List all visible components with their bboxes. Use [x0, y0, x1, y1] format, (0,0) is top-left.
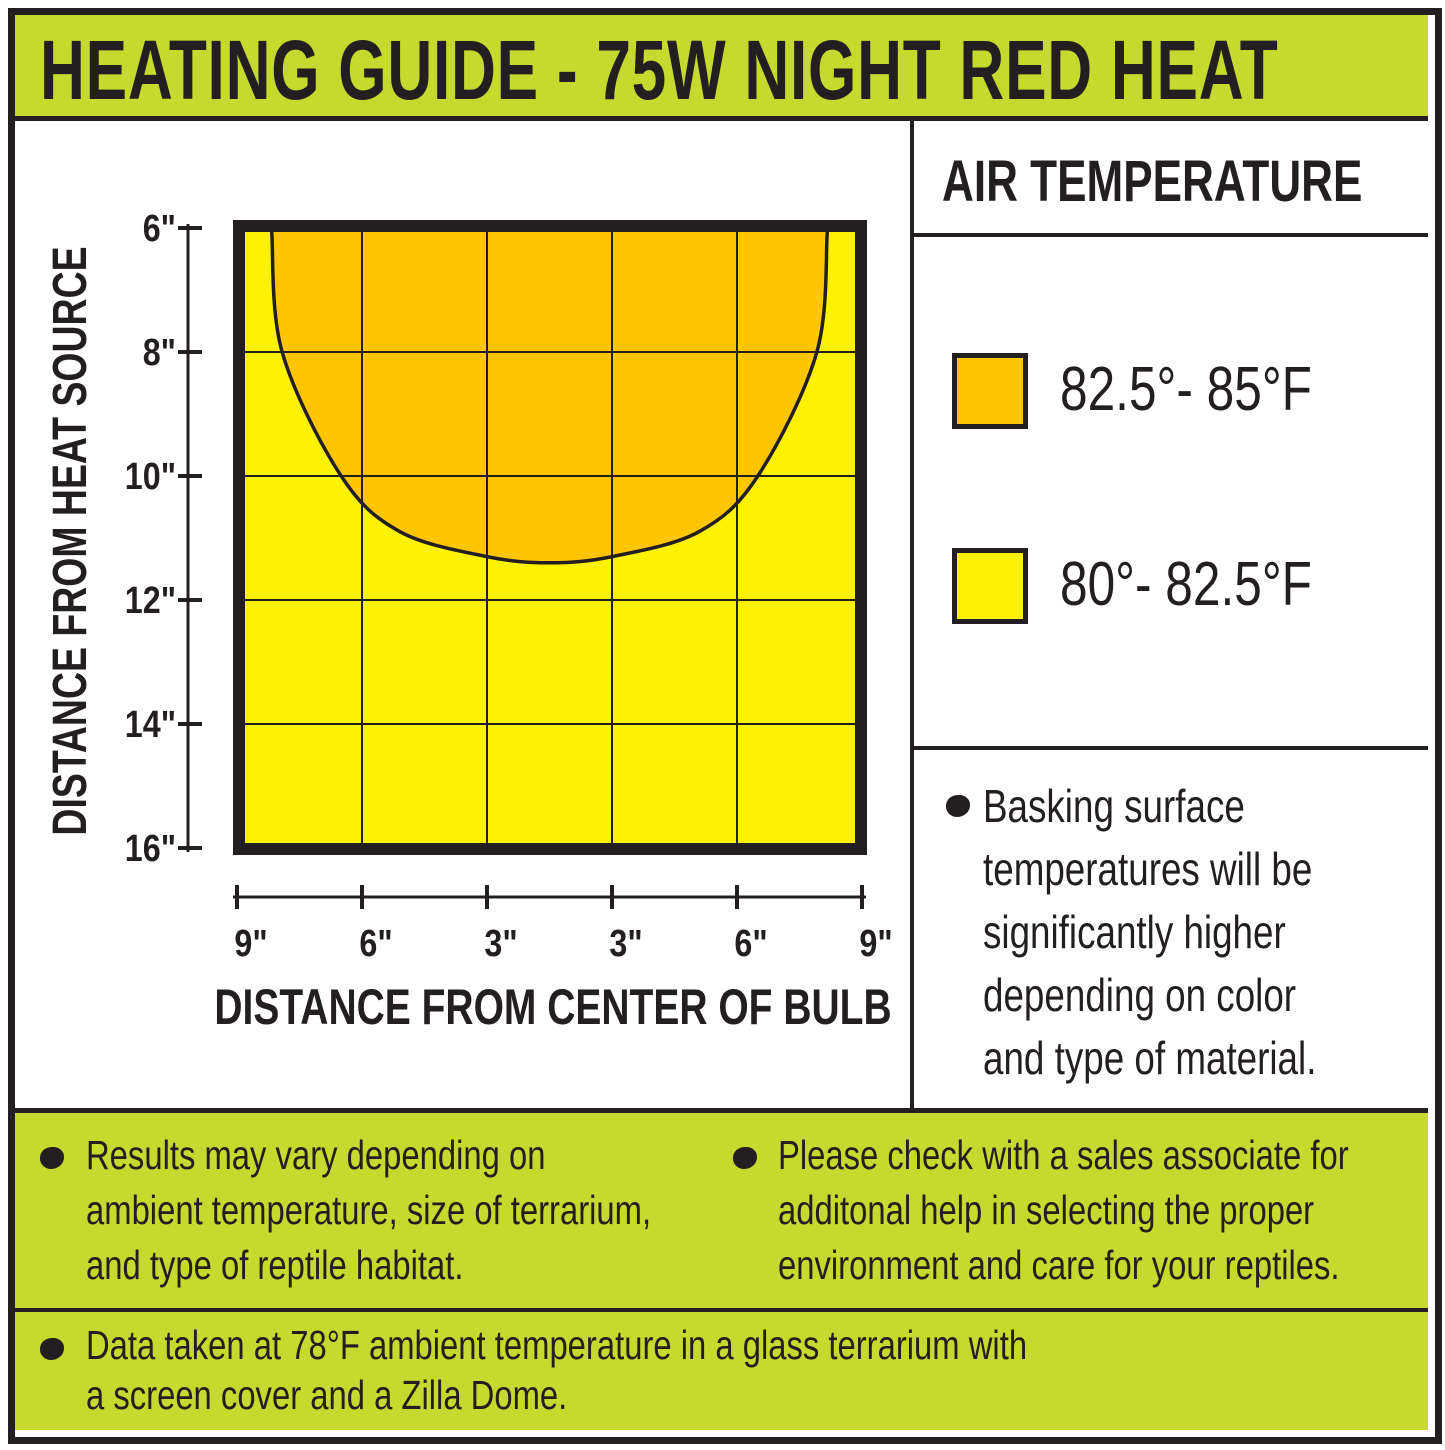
- bullet-icon: [40, 1147, 64, 1169]
- note-line: environment and care for your reptiles.: [778, 1242, 1340, 1288]
- footer-left-note: Results may vary depending on ambient te…: [86, 1128, 792, 1293]
- note-line: Data taken at 78°F ambient temperature i…: [86, 1322, 1028, 1368]
- divider: [15, 116, 1428, 121]
- note-line: Results may vary depending on: [86, 1132, 546, 1178]
- note-line: significantly higher: [983, 906, 1286, 958]
- note-line: and type of reptile habitat.: [86, 1242, 464, 1288]
- x-tick-label: 3": [609, 923, 642, 965]
- x-tick-label: 9": [859, 923, 892, 965]
- hot-zone: [271, 232, 828, 563]
- note-line: ambient temperature, size of terrarium,: [86, 1187, 652, 1233]
- x-tick-label: 6": [359, 923, 392, 965]
- footer-band: [15, 1113, 1428, 1308]
- y-tick-label: 12": [125, 580, 176, 622]
- x-axis-label: DISTANCE FROM CENTER OF BULB: [214, 978, 891, 1035]
- note-line: and type of material.: [983, 1032, 1317, 1084]
- plot-border: [233, 220, 867, 855]
- divider: [914, 746, 1428, 750]
- y-tick-label: 6": [143, 208, 176, 250]
- note-line: Basking surface: [983, 780, 1245, 832]
- legend-swatch-warm: [952, 548, 1028, 624]
- divider: [15, 1308, 1428, 1312]
- bullet-icon: [40, 1338, 64, 1360]
- note-line: temperatures will be: [983, 843, 1313, 895]
- x-tick-label: 9": [234, 923, 267, 965]
- y-tick-label: 16": [125, 828, 176, 870]
- page-title: HEATING GUIDE - 75W NIGHT RED HEAT: [40, 23, 1279, 117]
- legend-title: AIR TEMPERATURE: [942, 149, 1363, 214]
- bullet-icon: [733, 1147, 757, 1169]
- bullet-icon: [946, 795, 970, 817]
- divider: [914, 233, 1428, 237]
- footer-bottom-note: Data taken at 78°F ambient temperature i…: [86, 1320, 1262, 1420]
- heating-chart: 6" 8" 10" 12" 14" 16" 9" 6" 3" 3" 6" 9" DISTANCE FR…: [44, 208, 893, 1036]
- legend-label-hot: 82.5°- 85°F: [1060, 355, 1312, 424]
- y-tick-label: 10": [125, 456, 176, 498]
- footer-right-note: Please check with a sales associate for …: [778, 1128, 1445, 1293]
- side-note: Basking surface temperatures will be sig…: [983, 775, 1400, 1090]
- legend-label-warm: 80°- 82.5°F: [1060, 550, 1312, 619]
- title-band: [15, 15, 1428, 118]
- divider: [910, 120, 914, 1110]
- x-tick-label: 6": [734, 923, 767, 965]
- note-line: a screen cover and a Zilla Dome.: [86, 1372, 568, 1418]
- hot-zone-boundary: [269, 231, 830, 565]
- note-line: additonal help in selecting the proper: [778, 1187, 1315, 1233]
- y-tick-label: 8": [143, 332, 176, 374]
- y-tick-label: 14": [125, 704, 176, 746]
- divider: [15, 1108, 1428, 1113]
- note-line: depending on color: [983, 969, 1297, 1021]
- footer-band: [15, 1312, 1428, 1430]
- x-tick-label: 3": [484, 923, 517, 965]
- y-axis-label: DISTANCE FROM HEAT SOURCE: [44, 246, 98, 835]
- legend-swatch-hot: [952, 353, 1028, 429]
- note-line: Please check with a sales associate for: [778, 1132, 1349, 1178]
